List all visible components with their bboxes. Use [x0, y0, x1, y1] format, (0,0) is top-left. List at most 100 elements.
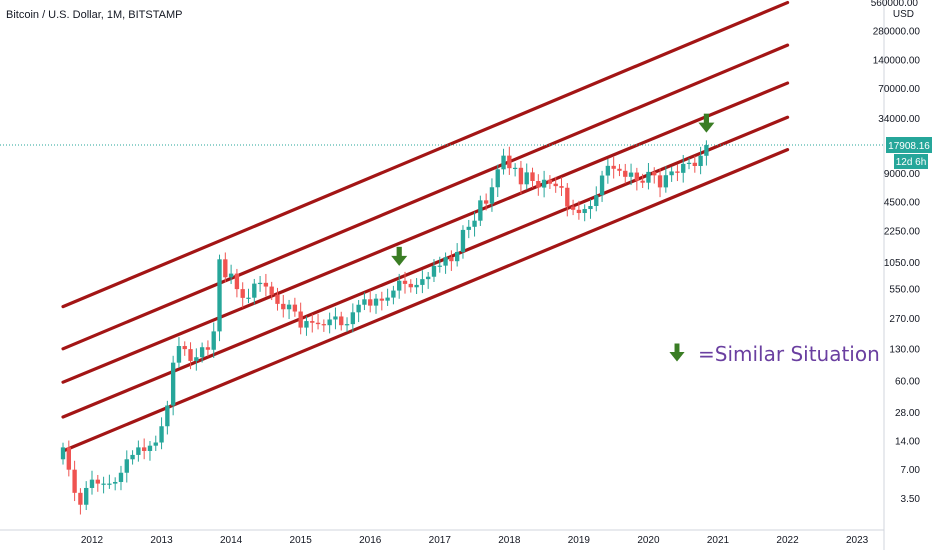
candle-body — [136, 447, 141, 455]
candle-body — [66, 447, 71, 470]
candle-body — [501, 155, 506, 170]
y-tick-label: 1050.00 — [884, 258, 921, 269]
candle-body — [686, 162, 692, 164]
candle-body — [559, 186, 564, 188]
candle-body — [286, 304, 292, 310]
channel-line-2[interactable] — [61, 43, 790, 351]
candle-body — [698, 155, 703, 167]
last-price-tag — [886, 137, 932, 153]
x-tick-label: 2020 — [637, 535, 660, 546]
y-tick-label: 2250.00 — [884, 226, 921, 237]
candle-body — [269, 286, 274, 295]
candle-body — [640, 180, 645, 183]
candle-body — [124, 459, 129, 473]
candle-body — [95, 479, 100, 484]
candle-body — [414, 284, 419, 288]
y-tick-label: 140000.00 — [873, 55, 921, 66]
candle-body — [565, 187, 570, 207]
candle-body — [541, 179, 547, 188]
y-tick-label: 9000.00 — [884, 169, 921, 180]
down-arrow-icon — [391, 246, 408, 266]
candle-body — [588, 205, 593, 210]
down-arrow-icon — [698, 113, 715, 133]
candle-body — [101, 483, 106, 485]
candle-body — [449, 257, 454, 262]
candle-body — [217, 259, 222, 332]
candle-body — [483, 200, 489, 204]
candle-body — [617, 168, 622, 171]
candle-body — [339, 316, 344, 326]
candle-body — [478, 200, 483, 221]
candle-body — [368, 299, 373, 306]
y-tick-label: 270.00 — [889, 314, 920, 325]
candle-body — [385, 297, 390, 301]
channel-line-5[interactable] — [61, 148, 790, 453]
candle-body — [646, 171, 651, 183]
candle-body — [437, 265, 442, 267]
candle-body — [518, 167, 524, 185]
candle-body — [669, 171, 674, 176]
candle-body — [113, 481, 118, 484]
candle-body — [304, 321, 309, 328]
y-tick-label: 4500.00 — [884, 198, 921, 209]
candle-body — [257, 282, 263, 285]
candle-body — [211, 331, 216, 350]
candle-body — [118, 472, 124, 482]
candle-body — [472, 220, 477, 227]
channel-line-4[interactable] — [61, 115, 790, 419]
candle-body — [310, 321, 315, 323]
candle-body — [292, 304, 298, 312]
x-tick-label: 2022 — [776, 535, 799, 546]
currency-label: USD — [893, 9, 914, 20]
y-tick-label: 14.00 — [895, 437, 920, 448]
candle-body — [675, 171, 680, 173]
candle-body — [530, 172, 535, 182]
candle-body — [194, 357, 199, 361]
candle-body — [275, 294, 280, 304]
x-tick-label: 2012 — [81, 535, 104, 546]
candle-body — [466, 226, 471, 230]
candle-body — [495, 169, 500, 188]
candle-body — [663, 175, 669, 188]
candle-body — [333, 316, 338, 320]
candle-body — [321, 324, 327, 326]
x-tick-label: 2023 — [846, 535, 869, 546]
candle-body — [246, 297, 251, 299]
candle-body — [507, 155, 512, 169]
candle-body — [547, 179, 553, 184]
y-tick-label: 60.00 — [895, 376, 920, 387]
candle-body — [205, 347, 211, 350]
candle-body — [570, 206, 576, 210]
candle-body — [576, 209, 582, 214]
channel-line-3[interactable] — [61, 81, 790, 384]
candle-body — [170, 362, 176, 406]
candle-body — [454, 251, 460, 262]
down-arrow-icon — [669, 343, 685, 362]
candle-body — [89, 479, 95, 488]
candle-body — [536, 181, 541, 188]
y-tick-label: 7.00 — [901, 465, 921, 476]
x-tick-label: 2018 — [498, 535, 521, 546]
candle-body — [402, 280, 408, 284]
candle-body — [420, 279, 425, 285]
x-tick-label: 2021 — [707, 535, 730, 546]
candle-body — [165, 405, 170, 427]
y-tick-label: 280000.00 — [873, 27, 921, 38]
candle-body — [652, 171, 657, 176]
candle-body — [153, 442, 158, 446]
y-tick-label: 28.00 — [895, 408, 920, 419]
y-tick-label-top: 560000.00 — [871, 0, 919, 9]
candle-body — [188, 349, 193, 361]
channel-line-1[interactable] — [61, 0, 790, 309]
candle-body — [623, 170, 628, 177]
candle-body — [634, 172, 640, 181]
candle-body — [159, 426, 164, 443]
candle-body — [397, 280, 402, 291]
last-price-label: 17908.16 — [888, 141, 930, 152]
x-tick-label: 2015 — [290, 535, 313, 546]
candle-body — [141, 447, 147, 451]
x-tick-label: 2017 — [429, 535, 452, 546]
candle-body — [657, 175, 663, 188]
